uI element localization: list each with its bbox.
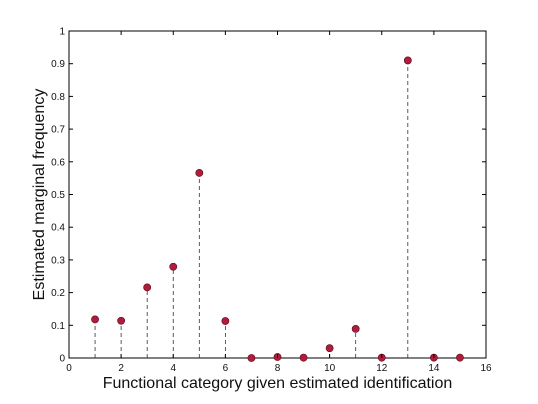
stem-lines	[94, 60, 461, 358]
data-point	[169, 262, 178, 271]
data-point	[403, 56, 412, 65]
data-point	[195, 169, 204, 177]
x-tick-label: 16	[480, 363, 492, 374]
y-axis-ticks: 0 0.1 0.2 0.3 0.4 0.5 0.6 0.7 0.8 0.9 1	[51, 27, 486, 365]
data-point	[91, 315, 99, 324]
y-tick-label: 0.6	[51, 157, 65, 168]
y-axis-label: Estimated marginal frequency	[31, 89, 48, 301]
data-point	[247, 354, 256, 362]
data-point	[351, 324, 360, 333]
y-tick-label: 0.5	[51, 190, 65, 201]
data-point	[117, 316, 126, 325]
data-point	[456, 353, 464, 362]
x-axis-ticks: 0 2 4 6 8 10 12 14 16	[66, 31, 492, 374]
y-tick-label: 0.3	[51, 255, 65, 266]
y-tick-label: 0.2	[51, 288, 65, 299]
x-axis-label: Functional category given estimated iden…	[103, 375, 453, 392]
data-point	[143, 283, 152, 292]
x-tick-label: 10	[324, 363, 336, 374]
y-tick-label: 0.9	[51, 59, 65, 70]
y-tick-label: 0.8	[51, 92, 65, 103]
x-tick-label: 8	[275, 363, 281, 374]
x-tick-label: 6	[223, 363, 229, 374]
y-tick-label: 1	[59, 27, 65, 38]
y-tick-label: 0	[59, 354, 65, 365]
y-tick-label: 0.1	[51, 321, 65, 332]
x-tick-label: 2	[118, 363, 124, 374]
x-tick-label: 4	[170, 363, 176, 374]
y-tick-label: 0.7	[51, 125, 65, 136]
x-tick-label: 12	[376, 363, 388, 374]
data-point	[299, 353, 308, 362]
x-tick-label: 14	[428, 363, 440, 374]
x-tick-label: 0	[66, 363, 72, 374]
data-point	[221, 317, 230, 325]
data-point	[325, 344, 334, 353]
y-tick-label: 0.4	[51, 223, 65, 234]
